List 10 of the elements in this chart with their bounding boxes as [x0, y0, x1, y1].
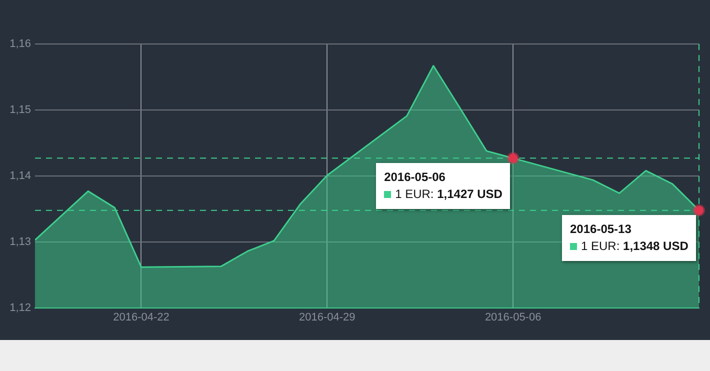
annotation: 2016-05-13 1 EUR: 1,1348 USD	[570, 221, 688, 256]
y-tick-label: 1,13	[10, 236, 31, 248]
y-tick-label: 1,14	[10, 170, 31, 182]
annotation: 2016-05-06 1 EUR: 1,1427 USD	[384, 169, 502, 204]
y-tick-label: 1,16	[10, 38, 31, 50]
x-tick-label: 2016-05-06	[484, 312, 542, 324]
x-tick-label: 2016-04-29	[299, 312, 356, 324]
y-tick-label: 1,15	[10, 104, 31, 116]
y-tick-label: 1,12	[10, 302, 31, 314]
x-tick-label: 2016-04-22	[113, 312, 170, 324]
